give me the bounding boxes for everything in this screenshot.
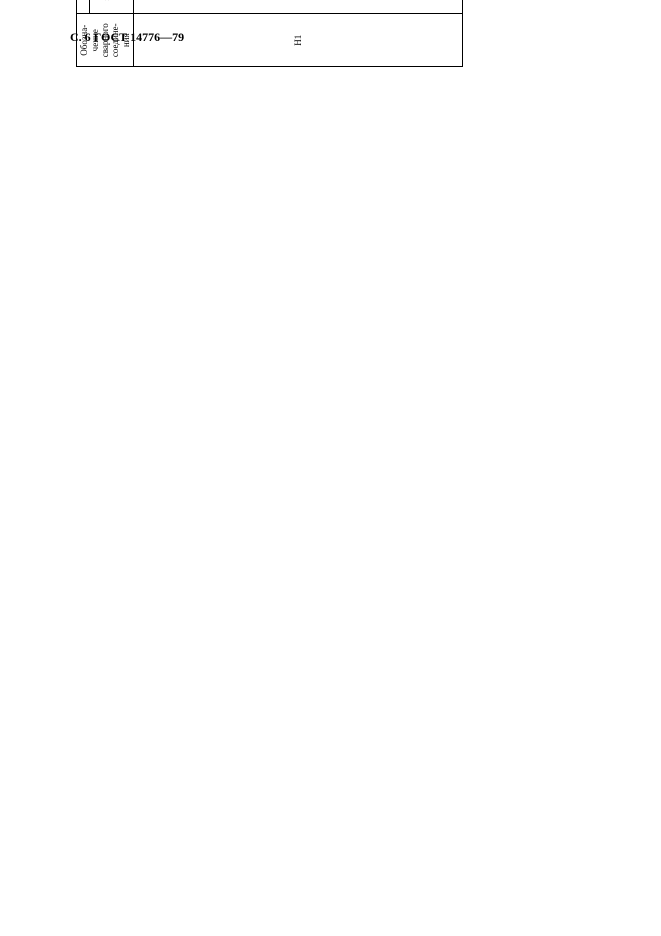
edges-diagram-icon: b s s₁: [249, 0, 345, 1]
main-table: Обозна- чение сварного соедине- ния Конс…: [76, 0, 463, 67]
units-label: Размеры в миллиметрах: [61, 0, 72, 67]
hdr-edges: подготовленных кромок свариваемых детале…: [90, 0, 134, 14]
rotated-table-container: Продолжение табл. 2 Размеры в миллиметра…: [48, 0, 463, 67]
hdr-designation: Обозна- чение сварного соедине- ния: [77, 14, 134, 67]
edges-diagram-cell: b s s₁: [134, 0, 463, 14]
designation-cell: Н1: [134, 14, 463, 67]
hdr-constructive: Конструктивные элементы: [77, 0, 90, 14]
continuation-label: Продолжение табл. 2: [48, 0, 59, 67]
